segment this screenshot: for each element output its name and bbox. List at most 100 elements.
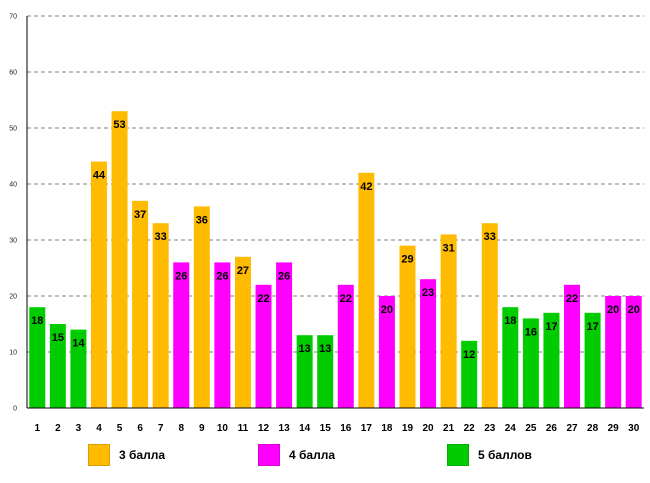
data-label: 42 [360, 181, 372, 193]
bar [605, 296, 622, 408]
x-tick-label: 20 [422, 423, 434, 434]
x-tick-label: 21 [443, 423, 455, 434]
legend-label-5-ball: 5 баллов [478, 448, 532, 462]
bar [317, 335, 334, 408]
bar [564, 284, 581, 408]
bar [296, 335, 313, 408]
bar [49, 324, 66, 408]
legend-label-4-ball: 4 балла [289, 448, 336, 462]
x-tick-label: 22 [464, 423, 476, 434]
x-tick-label: 4 [96, 423, 102, 434]
y-tick-label: 30 [9, 238, 17, 245]
bar [420, 279, 437, 408]
bar [234, 256, 251, 408]
x-tick-label: 28 [587, 423, 599, 434]
bar [584, 312, 601, 408]
data-label: 26 [175, 270, 187, 282]
bar [399, 245, 416, 408]
bar [255, 284, 272, 408]
data-label: 17 [586, 321, 598, 333]
data-label: 14 [72, 338, 85, 350]
data-label: 22 [257, 293, 269, 305]
y-tick-label: 50 [9, 126, 17, 133]
data-labels: 18 15 14 44 53 37 33 26 36 26 27 22 26 13 13 22 42 20 29 23… [31, 119, 640, 361]
x-tick-label: 16 [340, 423, 352, 434]
x-tick-label: 11 [238, 423, 249, 434]
data-label: 33 [155, 231, 167, 243]
data-label: 26 [278, 270, 290, 282]
data-label: 18 [504, 315, 516, 327]
data-label: 20 [607, 304, 619, 316]
y-tick-label: 40 [9, 182, 17, 189]
bar [358, 172, 375, 408]
data-label: 31 [442, 242, 454, 254]
data-label: 37 [134, 209, 146, 221]
y-tick-label: 10 [9, 350, 17, 357]
data-label: 22 [340, 293, 352, 305]
y-tick-label: 0 [13, 406, 17, 413]
x-tick-label: 17 [361, 423, 373, 434]
x-tick-label: 23 [484, 423, 496, 434]
bar [193, 206, 210, 408]
bar [152, 223, 169, 408]
x-tick-label: 3 [76, 423, 82, 434]
y-tick-label: 20 [9, 294, 17, 301]
bar [132, 200, 149, 408]
bar [378, 296, 395, 408]
legend-item-5-ball: 5 баллов [447, 441, 532, 469]
legend-label-3-ball: 3 балла [119, 448, 166, 462]
x-tick-label: 30 [628, 423, 640, 434]
x-tick-label: 10 [217, 423, 229, 434]
bar [173, 262, 190, 408]
data-label: 20 [381, 304, 393, 316]
bar [461, 340, 478, 408]
data-label: 27 [237, 265, 249, 277]
x-tick-label: 15 [320, 423, 332, 434]
y-axis-ticks: 0 10 20 30 40 50 60 70 [9, 14, 17, 413]
x-tick-label: 9 [199, 423, 205, 434]
data-label: 20 [628, 304, 640, 316]
bar [440, 234, 457, 408]
bar [29, 307, 46, 408]
y-tick-label: 70 [9, 14, 17, 21]
bar [214, 262, 231, 408]
data-label: 44 [93, 170, 106, 182]
x-tick-label: 2 [55, 423, 61, 434]
bars [29, 111, 642, 408]
bar [502, 307, 519, 408]
bar [522, 318, 539, 408]
x-tick-label: 27 [566, 423, 578, 434]
x-tick-label: 7 [158, 423, 164, 434]
legend-swatch-4-ball [258, 444, 280, 466]
data-label: 22 [566, 293, 578, 305]
data-label: 33 [484, 231, 496, 243]
bar [276, 262, 293, 408]
data-label: 13 [299, 343, 311, 355]
x-tick-label: 6 [137, 423, 143, 434]
data-label: 53 [113, 119, 125, 131]
x-tick-label: 29 [608, 423, 620, 434]
x-tick-label: 26 [546, 423, 558, 434]
bar [337, 284, 354, 408]
legend-item-4-ball: 4 балла [258, 441, 335, 469]
legend-swatch-3-ball [88, 444, 110, 466]
bar [90, 161, 107, 408]
data-label: 18 [31, 315, 43, 327]
grid-lines [27, 15, 644, 353]
data-label: 26 [216, 270, 228, 282]
x-tick-label: 25 [525, 423, 537, 434]
bar [481, 223, 498, 408]
x-axis-ticks: 1 2 3 4 5 6 7 8 9 10 11 12 13 14 15 16 17 18 19 20 21 22 23 24 2… [35, 423, 640, 434]
bar [70, 329, 87, 408]
data-label: 29 [401, 254, 413, 266]
legend-item-3-ball: 3 балла [88, 441, 165, 469]
x-tick-label: 18 [381, 423, 393, 434]
data-label: 13 [319, 343, 331, 355]
x-tick-label: 19 [402, 423, 414, 434]
data-label: 17 [545, 321, 557, 333]
data-label: 23 [422, 287, 434, 299]
data-label: 36 [196, 214, 208, 226]
x-tick-label: 8 [178, 423, 184, 434]
legend-swatch-5-ball [447, 444, 469, 466]
